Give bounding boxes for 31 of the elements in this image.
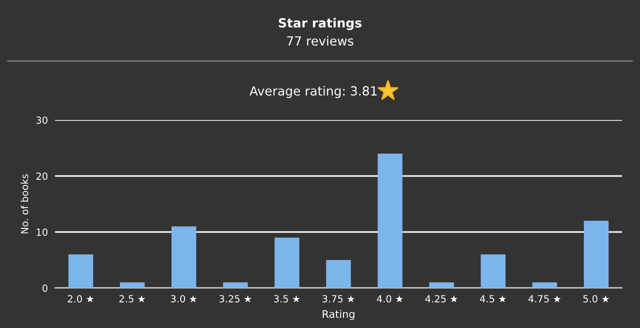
text: Average rating: 3.81 bbox=[250, 86, 377, 98]
y-tick-label: 30 bbox=[36, 116, 48, 124]
x-tick-label: 3.0 ★ bbox=[170, 295, 197, 302]
bar bbox=[171, 226, 196, 288]
x-axis-title: Rating bbox=[322, 310, 354, 320]
bar bbox=[326, 260, 351, 288]
x-tick-label: 4.0 ★ bbox=[376, 295, 404, 302]
bar bbox=[429, 282, 454, 288]
bar bbox=[274, 238, 300, 288]
x-tick-label: 3.25 ★ bbox=[219, 295, 252, 302]
x-tick-label: 3.5 ★ bbox=[274, 295, 300, 302]
bar bbox=[223, 282, 248, 288]
x-tick-label: 4.75 ★ bbox=[528, 295, 561, 302]
x-tick-label: 2.0 ★ bbox=[68, 295, 94, 302]
x-tick-label: 4.25 ★ bbox=[425, 295, 458, 302]
bar bbox=[532, 282, 558, 288]
bar bbox=[68, 254, 94, 288]
x-tick-label: 4.5 ★ bbox=[480, 295, 506, 302]
y-tick-label: 20 bbox=[36, 172, 48, 180]
y-tick-label: 0 bbox=[42, 284, 48, 292]
bar bbox=[480, 254, 506, 288]
bar bbox=[378, 154, 402, 288]
chart-title: Star ratings bbox=[278, 18, 362, 30]
y-axis-title: No. of books bbox=[20, 174, 28, 234]
bar bbox=[584, 220, 609, 288]
x-tick-label: 5.0 ★ bbox=[583, 295, 610, 302]
y-tick-label: 10 bbox=[36, 228, 48, 236]
chart-subtitle: 77 reviews bbox=[287, 36, 354, 46]
x-tick-label: 3.75 ★ bbox=[322, 295, 355, 302]
x-tick-label: 2.5 ★ bbox=[119, 295, 146, 302]
bar bbox=[120, 282, 145, 288]
